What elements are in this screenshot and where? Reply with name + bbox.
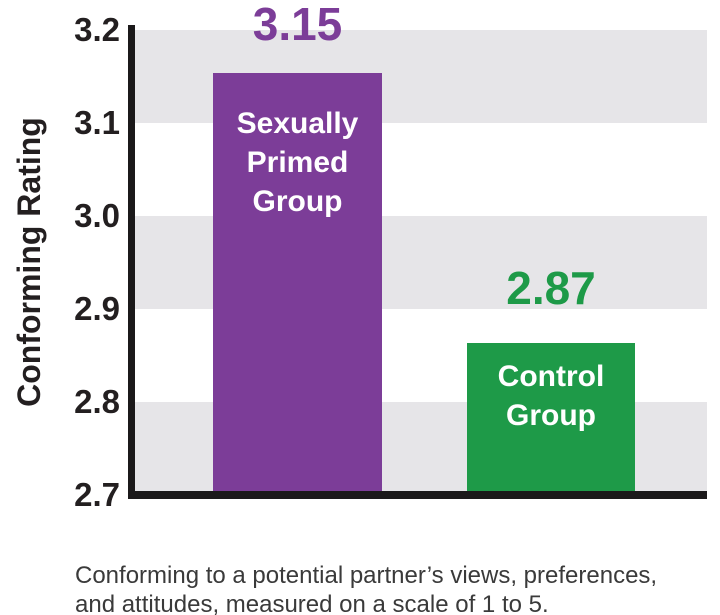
bar-label-line: Sexually: [236, 107, 359, 140]
value-label-control: 2.87: [506, 262, 596, 314]
y-tick-3-2: 3.2: [74, 11, 120, 48]
caption: Conforming to a potential partner’s view…: [75, 561, 715, 615]
y-tick-2-9: 2.9: [74, 290, 120, 327]
x-axis-line: [128, 491, 707, 499]
y-tick-3-1: 3.1: [74, 104, 120, 141]
caption-line-2: and attitudes, measured on a scale of 1 …: [75, 591, 549, 615]
y-tick-2-7: 2.7: [74, 476, 120, 513]
y-tick-2-8: 2.8: [74, 383, 120, 420]
bar-sexually-primed-group: Sexually Primed Group: [213, 73, 382, 491]
caption-line-1: Conforming to a potential partner’s view…: [75, 562, 658, 589]
bar-label-line: Group: [506, 399, 596, 432]
bar-label-line: Control: [497, 360, 605, 393]
y-axis-title: Conforming Rating: [11, 117, 47, 407]
bar-label-line: Primed: [246, 146, 349, 179]
bar-control-group: Control Group: [467, 343, 635, 491]
value-label-sexually-primed: 3.15: [252, 0, 343, 50]
bar-label-line: Group: [252, 185, 343, 218]
y-tick-3-0: 3.0: [74, 197, 120, 234]
y-axis-line: [128, 25, 135, 499]
